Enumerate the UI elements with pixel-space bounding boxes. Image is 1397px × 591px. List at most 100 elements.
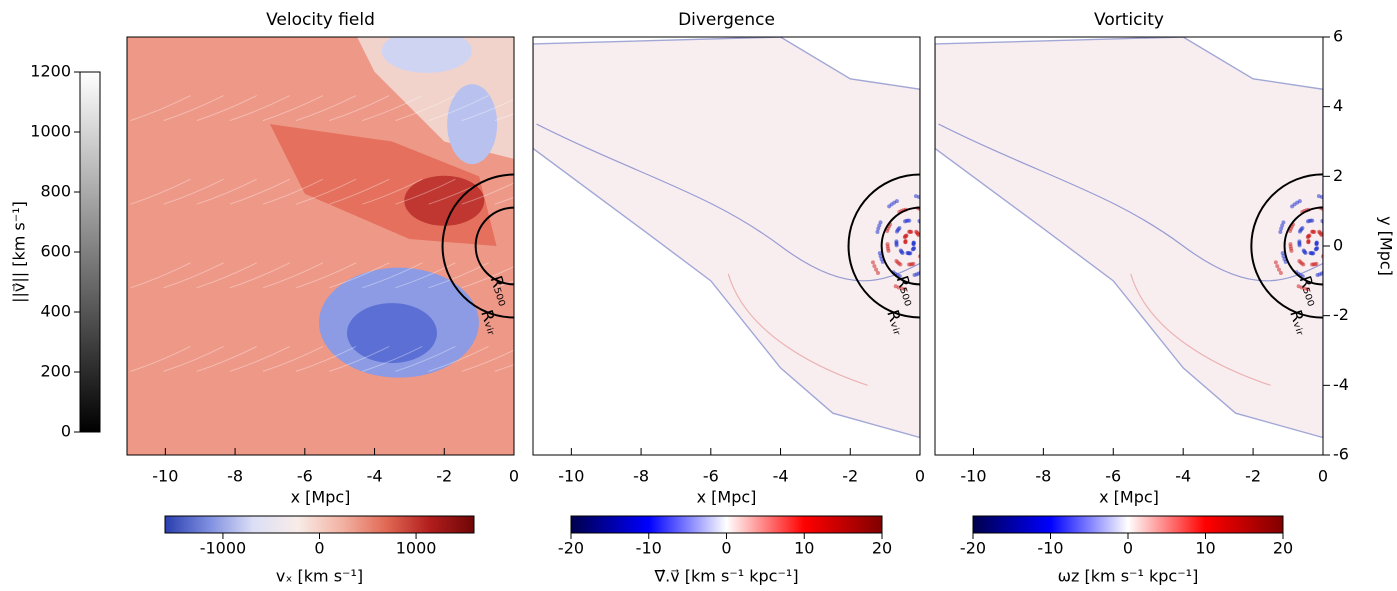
panel-title: Vorticity [1094,10,1164,30]
streamline [295,345,357,372]
field-texture [1343,212,1347,216]
field-texture [1306,239,1311,244]
field-texture [1302,286,1307,291]
streamline [461,98,514,122]
colorbar: 0 200 400 600 800 1000 1200 ||v⃗|| [km s⁻¹] [10,62,101,441]
streamline [362,262,423,289]
streamline [262,262,324,289]
field-image [127,37,514,455]
field-texture [878,220,883,225]
field-texture [1326,210,1330,214]
streamline [428,37,431,38]
field-texture [1322,197,1323,199]
field-texture [927,278,931,282]
colorbar-gradient [570,515,883,534]
field-texture [930,253,934,257]
streamline [428,345,489,372]
x-tick-label: -4 [1175,467,1191,486]
streamline [262,95,324,122]
colorbar-tick-label: 200 [40,362,71,381]
field-texture [1307,233,1312,238]
field-texture [1314,242,1319,247]
streamline [196,345,257,372]
field-texture [1275,264,1280,269]
field-texture [1316,194,1321,199]
y-axis-label: y [Mpc] [1377,216,1396,276]
field-texture [910,247,915,252]
y-tick-label: 0 [1333,236,1343,255]
field-texture [893,284,898,289]
streamline [262,345,324,372]
streamline [494,113,514,122]
field-texture [1288,242,1293,247]
streamline [229,345,291,372]
field-texture [1324,238,1328,242]
field-texture [1130,273,1271,386]
streamline [362,95,423,122]
colorbar-label: ωz [km s⁻¹ kpc⁻¹] [1058,567,1199,586]
field-texture [1331,231,1335,235]
x-tick-label: -4 [773,467,789,486]
field-texture [1330,278,1334,282]
field-texture [916,194,920,199]
field-texture [921,209,925,213]
colorbar: -1000 0 1000 vₓ [km s⁻¹] [164,515,475,586]
colorbar-tick-label: 600 [40,242,71,261]
streamline [494,280,514,289]
field-texture [1343,249,1347,253]
field-texture [1310,262,1315,267]
colorbar-tick-label: 1000 [30,122,71,141]
field-texture [870,260,875,265]
colorbar-tick-label: 10 [794,539,814,558]
colorbar: -20 -10 0 10 20 ωz [km s⁻¹ kpc⁻¹] [960,515,1293,586]
plot-frame [532,36,921,456]
field-texture [1281,254,1286,259]
field-texture [1338,223,1342,227]
field-texture [897,226,902,231]
field-texture [1281,220,1286,225]
field-texture [1301,248,1306,253]
field-texture [876,226,881,231]
field-texture [924,280,928,284]
field-texture [885,242,890,247]
field-texture [1310,218,1315,223]
streamline [163,345,224,372]
x-axis-label: x [Mpc] [1099,488,1159,507]
field-texture [923,198,927,202]
colorbar-tick-label: -1000 [200,539,247,558]
field-texture [872,264,877,269]
y-tick-label: -6 [1333,445,1349,464]
streamline [461,37,464,38]
field-texture [909,229,914,234]
field-texture [898,248,903,253]
field-texture [920,221,924,225]
x-tick-label: -8 [227,467,243,486]
streamline [196,95,257,122]
field-texture [1324,240,1328,244]
field-texture [1339,225,1343,229]
streamline [329,262,390,289]
streamline [196,37,199,38]
field-texture [1297,258,1302,263]
panel-title: Divergence [678,10,775,30]
x-tick-label: -2 [1245,467,1261,486]
field-texture [875,229,880,234]
y-tick-label: 6 [1333,27,1343,46]
panel-title: Velocity field [266,10,375,30]
x-tick-label: -8 [1035,467,1051,486]
field-texture [894,239,899,244]
field-texture [1315,273,1320,278]
field-texture [1278,271,1283,276]
field-texture [921,242,925,246]
field-texture [536,123,920,282]
field-texture [1278,229,1283,234]
field-texture [1297,239,1302,244]
colorbar-gradient [164,515,475,534]
field-texture [1279,226,1284,231]
streamline [395,37,398,38]
field-texture [1340,259,1344,263]
field-texture [447,84,498,165]
streamline [494,37,497,38]
field-texture [1297,199,1302,204]
